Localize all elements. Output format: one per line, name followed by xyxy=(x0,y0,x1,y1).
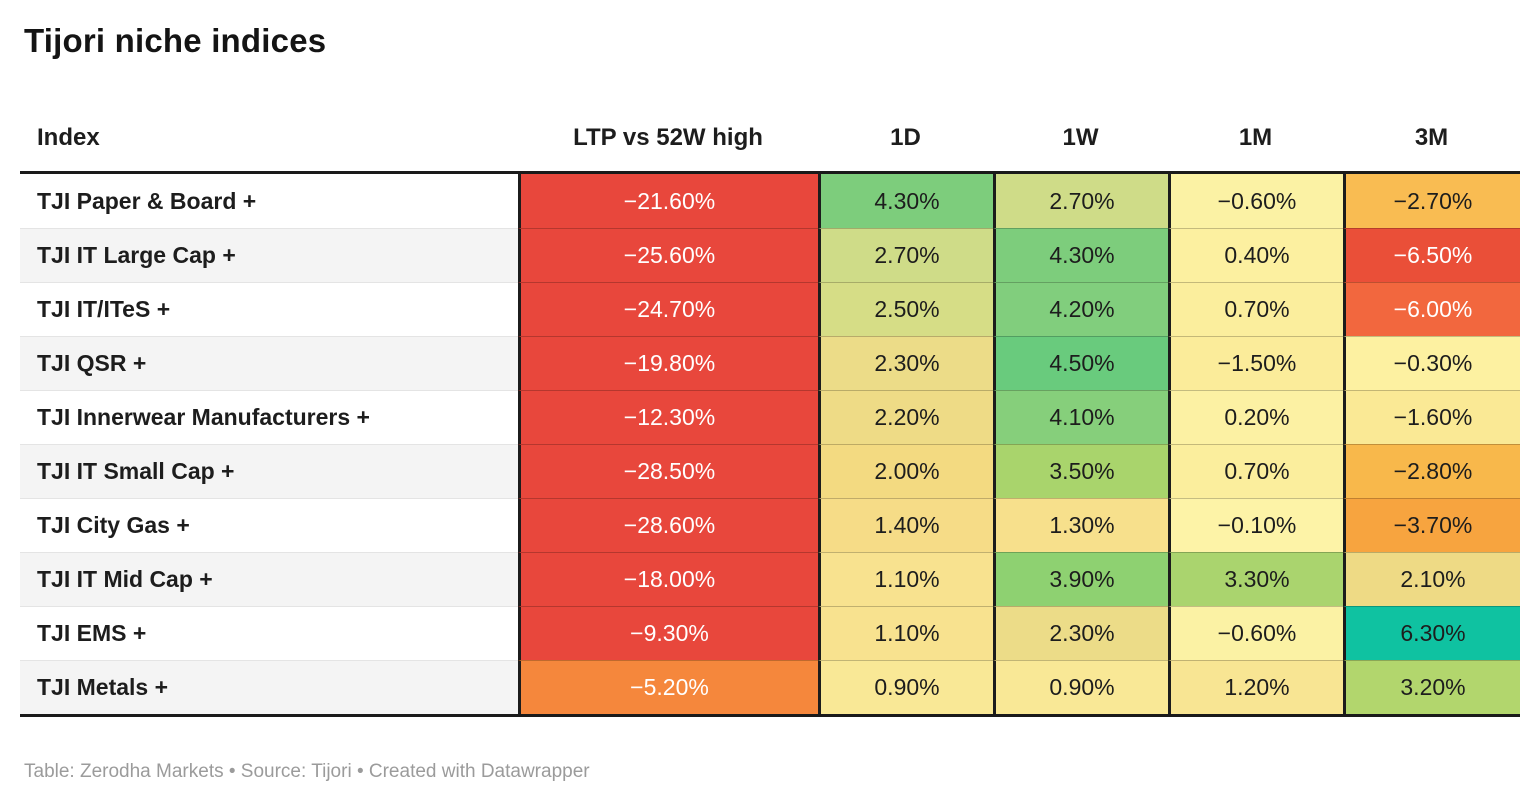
value-cell-1w: 4.10% xyxy=(993,390,1168,444)
value-cell-1d: 2.70% xyxy=(818,228,993,282)
row-label[interactable]: TJI Innerwear Manufacturers + xyxy=(20,390,518,444)
table-row: TJI Paper & Board + −21.60% 4.30% 2.70% … xyxy=(20,174,1520,228)
value-cell-1w: 4.50% xyxy=(993,336,1168,390)
page-title: Tijori niche indices xyxy=(24,22,327,59)
datawrapper-table-page: Tijori niche indices Index LTP vs 52W hi… xyxy=(20,22,1520,782)
value-cell-1w: 2.70% xyxy=(993,174,1168,228)
row-label[interactable]: TJI IT Small Cap + xyxy=(20,444,518,498)
table-bottom-border xyxy=(20,714,1520,717)
row-label[interactable]: TJI IT/ITeS + xyxy=(20,282,518,336)
column-header-ltp-52w: LTP vs 52W high xyxy=(518,104,818,171)
table-row: TJI QSR + −19.80% 2.30% 4.50% −1.50% −0.… xyxy=(20,336,1520,390)
value-cell-1d: 2.00% xyxy=(818,444,993,498)
row-label[interactable]: TJI EMS + xyxy=(20,606,518,660)
table-row: TJI IT/ITeS + −24.70% 2.50% 4.20% 0.70% … xyxy=(20,282,1520,336)
row-label[interactable]: TJI IT Large Cap + xyxy=(20,228,518,282)
table-row: TJI EMS + −9.30% 1.10% 2.30% −0.60% 6.30… xyxy=(20,606,1520,660)
value-cell-1d: 0.90% xyxy=(818,660,993,714)
table-row: TJI IT Large Cap + −25.60% 2.70% 4.30% 0… xyxy=(20,228,1520,282)
value-cell-1d: 1.10% xyxy=(818,606,993,660)
value-cell-1w: 4.30% xyxy=(993,228,1168,282)
value-cell-3m: −3.70% xyxy=(1343,498,1520,552)
indices-table: Index LTP vs 52W high 1D 1W 1M 3M TJI Pa… xyxy=(20,104,1520,717)
value-cell-3m: 6.30% xyxy=(1343,606,1520,660)
value-cell-1d: 4.30% xyxy=(818,174,993,228)
value-cell-1m: 0.70% xyxy=(1168,444,1343,498)
value-cell-ltp-52w: −12.30% xyxy=(518,390,818,444)
row-label[interactable]: TJI City Gas + xyxy=(20,498,518,552)
row-label[interactable]: TJI QSR + xyxy=(20,336,518,390)
value-cell-ltp-52w: −18.00% xyxy=(518,552,818,606)
value-cell-1w: 3.50% xyxy=(993,444,1168,498)
table-row: TJI Metals + −5.20% 0.90% 0.90% 1.20% 3.… xyxy=(20,660,1520,714)
value-cell-ltp-52w: −21.60% xyxy=(518,174,818,228)
value-cell-1d: 2.50% xyxy=(818,282,993,336)
value-cell-3m: −2.80% xyxy=(1343,444,1520,498)
value-cell-1m: 3.30% xyxy=(1168,552,1343,606)
column-header-index: Index xyxy=(20,104,518,171)
value-cell-1w: 1.30% xyxy=(993,498,1168,552)
table-row: TJI City Gas + −28.60% 1.40% 1.30% −0.10… xyxy=(20,498,1520,552)
value-cell-3m: −1.60% xyxy=(1343,390,1520,444)
row-label[interactable]: TJI Metals + xyxy=(20,660,518,714)
value-cell-ltp-52w: −19.80% xyxy=(518,336,818,390)
value-cell-1m: 0.20% xyxy=(1168,390,1343,444)
value-cell-ltp-52w: −24.70% xyxy=(518,282,818,336)
value-cell-ltp-52w: −5.20% xyxy=(518,660,818,714)
value-cell-1m: −0.10% xyxy=(1168,498,1343,552)
value-cell-1m: 1.20% xyxy=(1168,660,1343,714)
column-header-1d: 1D xyxy=(818,104,993,171)
table-row: TJI Innerwear Manufacturers + −12.30% 2.… xyxy=(20,390,1520,444)
value-cell-1m: −1.50% xyxy=(1168,336,1343,390)
value-cell-ltp-52w: −25.60% xyxy=(518,228,818,282)
row-label[interactable]: TJI IT Mid Cap + xyxy=(20,552,518,606)
value-cell-1d: 1.10% xyxy=(818,552,993,606)
table-row: TJI IT Mid Cap + −18.00% 1.10% 3.90% 3.3… xyxy=(20,552,1520,606)
value-cell-1w: 2.30% xyxy=(993,606,1168,660)
value-cell-1w: 4.20% xyxy=(993,282,1168,336)
value-cell-3m: −6.50% xyxy=(1343,228,1520,282)
value-cell-ltp-52w: −9.30% xyxy=(518,606,818,660)
table-footer: Table: Zerodha Markets • Source: Tijori … xyxy=(24,761,590,782)
value-cell-3m: 3.20% xyxy=(1343,660,1520,714)
value-cell-1m: 0.70% xyxy=(1168,282,1343,336)
value-cell-3m: 2.10% xyxy=(1343,552,1520,606)
table-row: TJI IT Small Cap + −28.50% 2.00% 3.50% 0… xyxy=(20,444,1520,498)
value-cell-1m: −0.60% xyxy=(1168,174,1343,228)
value-cell-1w: 3.90% xyxy=(993,552,1168,606)
value-cell-1m: −0.60% xyxy=(1168,606,1343,660)
column-header-3m: 3M xyxy=(1343,104,1520,171)
value-cell-1w: 0.90% xyxy=(993,660,1168,714)
row-label[interactable]: TJI Paper & Board + xyxy=(20,174,518,228)
column-header-1w: 1W xyxy=(993,104,1168,171)
value-cell-3m: −2.70% xyxy=(1343,174,1520,228)
table-body: TJI Paper & Board + −21.60% 4.30% 2.70% … xyxy=(20,174,1520,714)
value-cell-3m: −0.30% xyxy=(1343,336,1520,390)
value-cell-ltp-52w: −28.60% xyxy=(518,498,818,552)
value-cell-3m: −6.00% xyxy=(1343,282,1520,336)
table-header-row: Index LTP vs 52W high 1D 1W 1M 3M xyxy=(20,104,1520,174)
value-cell-1m: 0.40% xyxy=(1168,228,1343,282)
column-header-1m: 1M xyxy=(1168,104,1343,171)
value-cell-ltp-52w: −28.50% xyxy=(518,444,818,498)
value-cell-1d: 1.40% xyxy=(818,498,993,552)
value-cell-1d: 2.30% xyxy=(818,336,993,390)
value-cell-1d: 2.20% xyxy=(818,390,993,444)
